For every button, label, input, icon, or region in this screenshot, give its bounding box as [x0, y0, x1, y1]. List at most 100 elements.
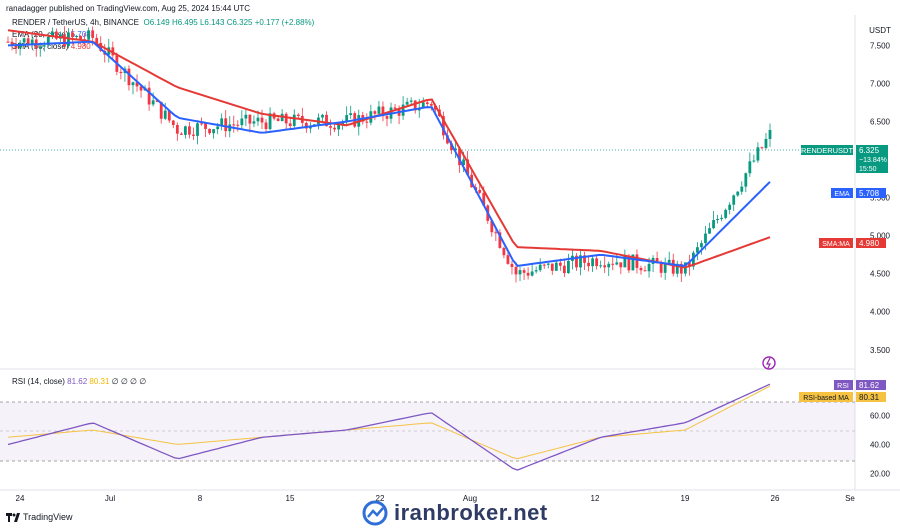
candle-body: [276, 118, 280, 122]
candle-body: [534, 270, 538, 272]
candle-body: [405, 101, 409, 105]
candle-body: [490, 220, 494, 233]
ohlc-high: H6.495: [171, 18, 198, 27]
candle-body: [333, 127, 336, 130]
symbol-legend: RENDER / TetherUS, 4h, BINANCE O6.149 H6…: [12, 18, 314, 27]
rsi-legend-extra: ∅ ∅ ∅ ∅: [111, 377, 147, 386]
rsi-badge-value: 81.62: [859, 381, 880, 390]
candle-body: [248, 114, 252, 124]
time-tick-label: 8: [198, 494, 203, 503]
rsi-badge[interactable]: RSI 81.62: [834, 380, 886, 390]
rsi-ma-badge[interactable]: RSI-based MA 80.31: [799, 392, 886, 402]
candle-body: [691, 252, 695, 267]
candle-body: [462, 159, 465, 166]
candle-body: [63, 34, 66, 47]
candle-body: [175, 124, 179, 134]
candle-body: [760, 147, 764, 149]
candle-body: [530, 271, 534, 276]
rsi-legend-label: RSI (14, close): [12, 377, 65, 386]
candle-body: [268, 113, 272, 130]
ohlc-change: +0.177 (+2.88%): [254, 18, 315, 27]
candle-body: [296, 114, 300, 116]
candle-body: [458, 148, 461, 166]
candle-body: [50, 31, 54, 37]
candle-body: [619, 262, 623, 268]
candle-body: [538, 264, 542, 271]
candle-body: [687, 262, 691, 267]
candle-body: [603, 265, 607, 268]
price-axis[interactable]: 7.500 7.000 6.500 5.500 5.000 4.500 4.000 3.500: [870, 41, 891, 354]
candle-body: [506, 255, 510, 264]
candle-body: [212, 129, 216, 134]
sma-legend-value: 4.980: [70, 42, 91, 51]
symbol-price-badge[interactable]: RENDERUSDT 6.325 −13.84% 15:50: [801, 145, 888, 173]
candle-body: [724, 209, 728, 218]
candle-body: [196, 123, 199, 136]
candle-body: [208, 128, 211, 134]
candle-body: [429, 104, 433, 106]
candle-body: [171, 120, 175, 125]
candlestick-series: [6, 26, 772, 283]
rsi-axis[interactable]: 60.00 40.00 20.00: [870, 412, 891, 479]
candle-body: [345, 115, 349, 122]
rsi-tick-label: 40.00: [870, 441, 891, 450]
candle-body: [740, 186, 744, 192]
candle-body: [42, 45, 46, 47]
tradingview-logo[interactable]: TradingView: [6, 512, 73, 522]
candle-body: [655, 258, 659, 264]
candle-body: [224, 118, 228, 132]
candle-body: [216, 126, 220, 130]
candle-body: [615, 262, 619, 265]
candle-body: [482, 192, 486, 206]
candle-body: [542, 264, 546, 266]
candle-body: [188, 126, 191, 135]
candle-body: [425, 102, 429, 105]
publish-header: ranadagger published on TradingView.com,…: [6, 4, 251, 13]
candle-body: [421, 102, 425, 108]
candle-body: [679, 263, 683, 274]
currency-label[interactable]: USDT: [869, 26, 891, 35]
candle-body: [79, 35, 82, 40]
ema-badge[interactable]: EMA 5.708: [831, 188, 886, 198]
candle-body: [71, 32, 74, 38]
candle-body: [304, 122, 308, 129]
candle-body: [744, 173, 748, 187]
candle-body: [720, 217, 724, 219]
candle-body: [704, 233, 707, 244]
candle-body: [381, 106, 385, 117]
candle-body: [292, 114, 296, 126]
time-tick-label: Jul: [105, 494, 115, 503]
candle-body: [240, 118, 244, 126]
candle-body: [764, 138, 768, 148]
candle-body: [256, 117, 260, 122]
symbol-title[interactable]: RENDER / TetherUS, 4h, BINANCE: [12, 18, 140, 27]
candle-body: [635, 254, 639, 268]
time-tick-label: 22: [376, 494, 385, 503]
rsi-legend[interactable]: RSI (14, close) 81.62 80.31 ∅ ∅ ∅ ∅: [12, 377, 146, 386]
candle-body: [518, 270, 522, 275]
watermark: iranbroker.net: [362, 500, 548, 526]
candle-body: [10, 41, 14, 46]
candle-body: [14, 45, 18, 49]
candle-body: [6, 41, 10, 43]
sma-badge[interactable]: SMA:MA 4.980: [819, 238, 886, 248]
candle-body: [30, 39, 34, 46]
candle-body: [756, 147, 760, 161]
candle-body: [627, 255, 631, 271]
candle-body: [135, 82, 139, 87]
candle-body: [127, 68, 131, 86]
candle-body: [329, 126, 332, 128]
candle-body: [558, 262, 562, 266]
candle-body: [546, 263, 550, 265]
candle-body: [147, 87, 151, 105]
alert-icon[interactable]: [762, 356, 776, 370]
price-tick-label: 4.000: [870, 308, 891, 317]
candle-body: [643, 270, 647, 272]
candle-body: [325, 114, 328, 127]
candle-body: [675, 263, 679, 274]
time-axis[interactable]: 24 Jul 8 15 22 Aug 12 19 26 Se: [16, 494, 856, 503]
candle-body: [671, 259, 675, 274]
candle-body: [413, 100, 417, 111]
